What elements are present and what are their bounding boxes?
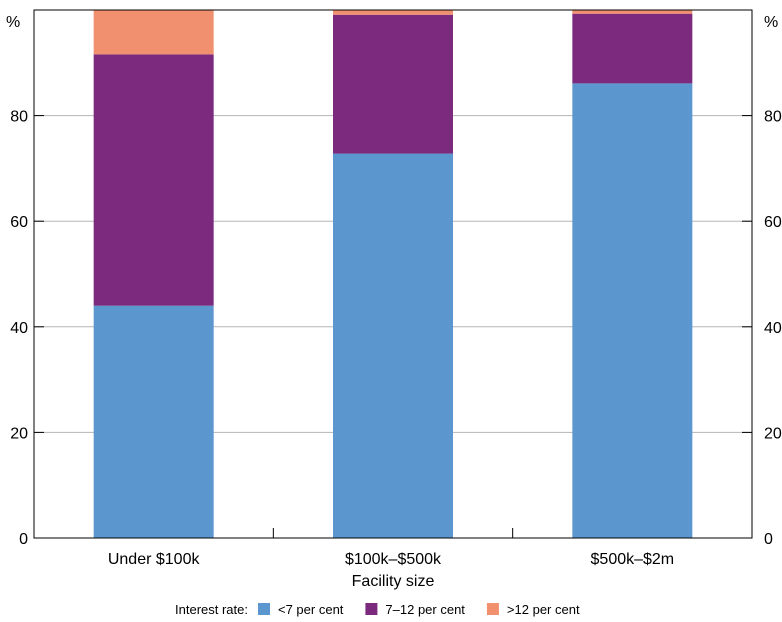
y-tick-label-right: 0 <box>764 531 773 548</box>
y-tick-label-left: 40 <box>10 320 28 337</box>
legend-label: 7–12 per cent <box>385 602 465 617</box>
legend-swatch <box>486 603 499 615</box>
legend-label: <7 per cent <box>278 602 344 617</box>
bars <box>93 10 693 538</box>
category-label: $100k–$500k <box>345 551 442 568</box>
bar-segment <box>572 83 693 538</box>
bar-segment <box>572 13 693 84</box>
y-tick-label-left: 80 <box>10 109 28 126</box>
legend-swatch <box>365 603 378 615</box>
y-axis-left-ticks: 0 20 40 60 80 <box>10 109 44 548</box>
y-tick-label-right: 80 <box>764 109 782 126</box>
bar-segment <box>93 305 214 538</box>
y-tick-label-right: 20 <box>764 425 782 442</box>
y-axis-right-ticks: 0 20 40 60 80 <box>742 109 782 548</box>
plot-frame <box>33 9 753 539</box>
legend-title: Interest rate: <box>175 602 248 617</box>
category-label: Under $100k <box>108 551 201 568</box>
bar-segment <box>93 10 214 55</box>
y-tick-label-left: 20 <box>10 425 28 442</box>
legend-label: >12 per cent <box>507 602 580 617</box>
y-tick-label-right: 60 <box>764 214 782 231</box>
category-labels: Under $100k $100k–$500k $500k–$2m <box>108 551 674 568</box>
y-tick-label-left: 0 <box>19 531 28 548</box>
x-axis-ticks <box>272 528 514 538</box>
bar-segment <box>333 153 453 538</box>
bar-segment <box>333 10 453 15</box>
legend-items: <7 per cent 7–12 per cent >12 per cent <box>258 602 580 617</box>
y-tick-label-right: 40 <box>764 320 782 337</box>
legend: Interest rate: <7 per cent 7–12 per cent >… <box>175 602 580 617</box>
legend-swatch <box>258 603 270 615</box>
x-axis-title: Facility size <box>352 573 435 590</box>
y-axis-left-unit: % <box>6 14 20 31</box>
y-tick-label-left: 60 <box>10 214 28 231</box>
y-axis-right-unit: % <box>764 14 778 31</box>
bar-segment <box>333 14 453 154</box>
category-label: $500k–$2m <box>591 551 675 568</box>
bar-segment <box>572 10 693 14</box>
bar-segment <box>93 54 214 306</box>
